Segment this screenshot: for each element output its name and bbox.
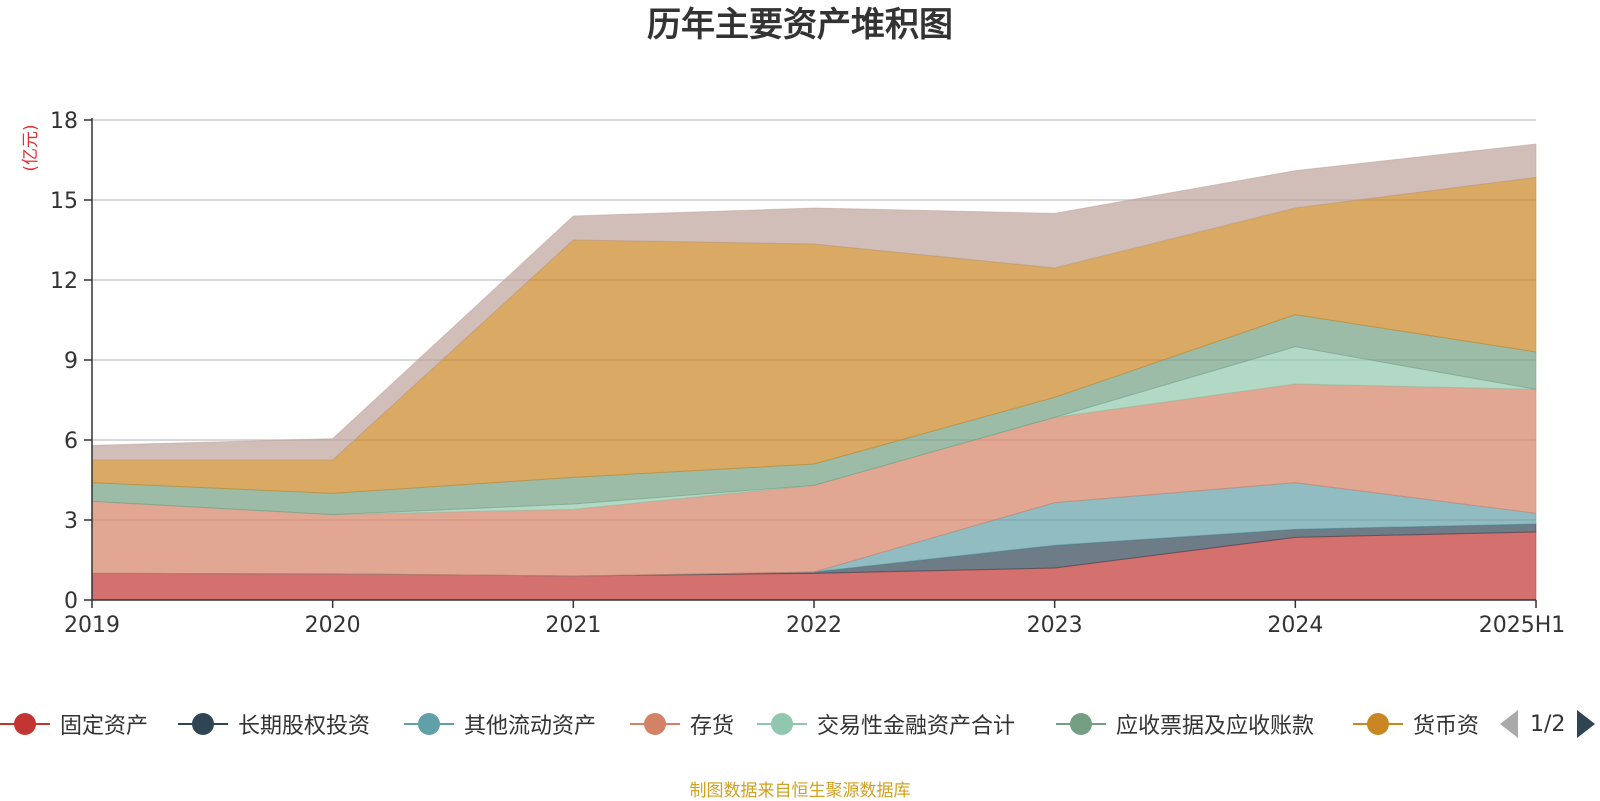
legend-marker-icon — [757, 712, 807, 736]
axis-layer: 0 3 6 9 12 15 18 2019 2020 2021 2022 2023 2024 2025H1 — [50, 109, 1565, 638]
legend-label: 长期股权投资 — [238, 714, 371, 739]
source-note: 制图数据来自恒生聚源数据库 — [689, 781, 911, 801]
chart-title: 历年主要资产堆积图 — [647, 5, 953, 45]
legend-marker-icon — [1056, 712, 1106, 736]
x-tick-label: 2023 — [1027, 613, 1083, 638]
legend-marker-icon — [178, 712, 228, 736]
legend-marker-icon — [404, 712, 454, 736]
x-tick-label: 2024 — [1267, 613, 1323, 638]
x-tick-label: 2020 — [305, 613, 361, 638]
legend-item[interactable]: 货币资 — [1353, 700, 1479, 748]
legend-marker-icon — [1353, 712, 1403, 736]
legend-item[interactable]: 存货 — [630, 700, 734, 748]
legend: 固定资产 长期股权投资 其他流动资产 存货 交易性金融资产合计 应收票据及应收账款 货币资 — [0, 700, 1600, 748]
legend-item[interactable]: 其他流动资产 — [404, 700, 596, 748]
y-tick-label: 3 — [64, 509, 78, 534]
x-tick-label: 2019 — [64, 613, 120, 638]
y-tick-label: 15 — [50, 189, 78, 214]
legend-marker-icon — [0, 712, 50, 736]
chart-plot: 0 3 6 9 12 15 18 2019 2020 2021 2022 2023 2024 2025H1… — [21, 109, 1565, 638]
legend-item[interactable]: 应收票据及应收账款 — [1056, 700, 1314, 748]
y-tick-label: 0 — [64, 589, 78, 614]
legend-label: 存货 — [690, 714, 735, 739]
legend-item[interactable]: 固定资产 — [0, 700, 148, 748]
legend-pager: 1/2 — [1500, 700, 1596, 748]
area-series-其他 — [91, 143, 1537, 461]
y-axis-unit-label: (亿元) — [21, 124, 41, 171]
y-tick-label: 9 — [64, 349, 78, 374]
legend-label: 固定资产 — [60, 714, 149, 739]
y-tick-label: 6 — [64, 429, 78, 454]
y-tick-label: 12 — [50, 269, 78, 294]
legend-label: 货币资 — [1413, 714, 1480, 739]
x-tick-label: 2021 — [545, 613, 601, 638]
legend-page-indicator: 1/2 — [1530, 711, 1566, 737]
legend-item[interactable]: 长期股权投资 — [178, 700, 370, 748]
legend-label: 应收票据及应收账款 — [1116, 714, 1315, 739]
area-layer — [91, 143, 1537, 601]
legend-marker-icon — [630, 712, 680, 736]
x-tick-label: 2022 — [786, 613, 842, 638]
legend-label: 其他流动资产 — [464, 714, 597, 739]
legend-prev-page-icon[interactable] — [1500, 710, 1518, 738]
y-tick-label: 18 — [50, 109, 78, 134]
legend-item[interactable]: 交易性金融资产合计 — [757, 700, 1015, 748]
legend-label: 交易性金融资产合计 — [817, 714, 1016, 739]
x-tick-label: 2025H1 — [1479, 613, 1566, 638]
legend-next-page-icon[interactable] — [1577, 710, 1596, 738]
